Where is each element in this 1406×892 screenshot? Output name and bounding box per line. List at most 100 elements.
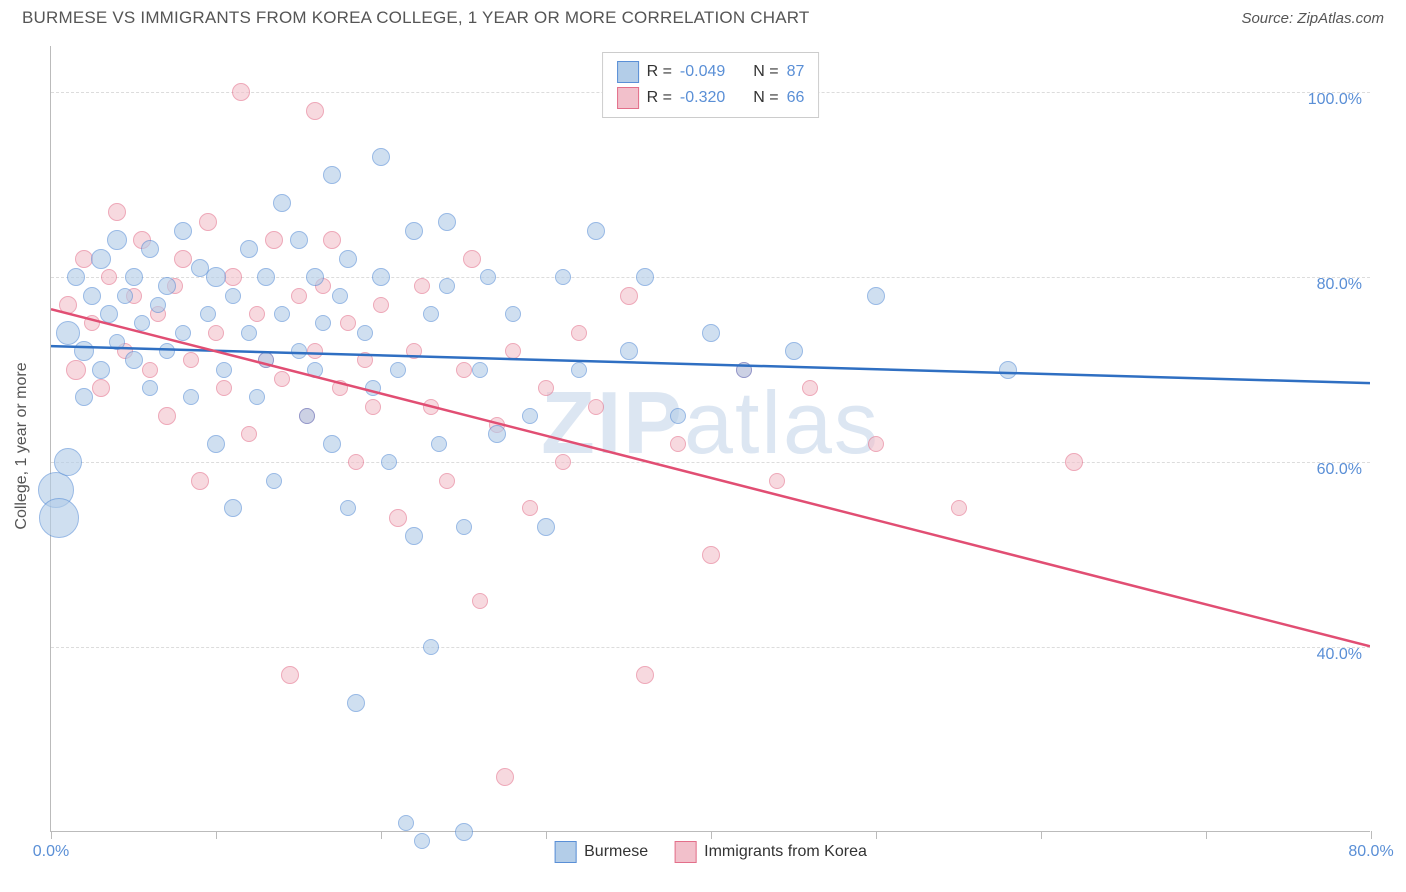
scatter-point [423,639,439,655]
legend-n-label: N = [753,63,778,81]
scatter-point [134,315,150,331]
x-tick [1371,831,1372,839]
scatter-point [347,694,365,712]
y-tick-label: 100.0% [1308,91,1362,109]
scatter-point [199,213,217,231]
scatter-point [299,408,315,424]
scatter-point [480,269,496,285]
trend-line [51,309,1370,646]
scatter-point [999,361,1017,379]
scatter-point [702,324,720,342]
scatter-point [241,325,257,341]
scatter-point [372,268,390,286]
scatter-point [332,380,348,396]
scatter-point [191,472,209,490]
scatter-point [496,768,514,786]
scatter-point [588,399,604,415]
scatter-point [439,278,455,294]
scatter-point [225,288,241,304]
scatter-point [92,361,110,379]
legend-swatch [674,841,696,863]
grid-line [51,462,1370,463]
scatter-point [265,231,283,249]
scatter-point [587,222,605,240]
scatter-point [323,435,341,453]
scatter-point [174,222,192,240]
x-tick [51,831,52,839]
scatter-point [75,388,93,406]
scatter-point [274,371,290,387]
scatter-point [348,454,364,470]
legend-row: R =-0.320N =66 [617,85,805,111]
scatter-point [174,250,192,268]
scatter-point [241,426,257,442]
scatter-point [306,268,324,286]
scatter-point [456,362,472,378]
scatter-point [142,380,158,396]
scatter-point [390,362,406,378]
scatter-point [423,306,439,322]
scatter-point [340,315,356,331]
scatter-point [339,250,357,268]
scatter-point [290,231,308,249]
chart-source: Source: ZipAtlas.com [1241,10,1384,27]
scatter-point [323,166,341,184]
scatter-point [74,341,94,361]
legend-r-value: -0.320 [680,89,725,107]
grid-line [51,647,1370,648]
scatter-point [381,454,397,470]
legend-swatch [617,87,639,109]
scatter-point [142,362,158,378]
x-tick [1206,831,1207,839]
legend-swatch [617,61,639,83]
legend-n-value: 66 [787,89,805,107]
scatter-point [636,268,654,286]
legend-n-value: 87 [787,63,805,81]
scatter-point [107,230,127,250]
scatter-point [315,315,331,331]
chart-title: BURMESE VS IMMIGRANTS FROM KOREA COLLEGE… [22,8,810,28]
scatter-point [39,498,79,538]
scatter-point [84,315,100,331]
x-tick-label: 80.0% [1348,843,1393,861]
scatter-point [158,277,176,295]
scatter-point [555,269,571,285]
scatter-point [183,352,199,368]
chart-header: BURMESE VS IMMIGRANTS FROM KOREA COLLEGE… [0,0,1406,34]
scatter-point [423,399,439,415]
scatter-point [257,268,275,286]
scatter-point [207,435,225,453]
scatter-point [274,306,290,322]
scatter-point [183,389,199,405]
x-tick [1041,831,1042,839]
legend-r-label: R = [647,89,672,107]
scatter-point [406,343,422,359]
scatter-point [620,287,638,305]
scatter-point [232,83,250,101]
legend-swatch [554,841,576,863]
scatter-point [372,148,390,166]
x-tick [546,831,547,839]
scatter-point [216,362,232,378]
scatter-point [258,352,274,368]
scatter-point [125,268,143,286]
scatter-point [537,518,555,536]
legend-label: Burmese [584,843,648,861]
scatter-point [323,231,341,249]
y-tick-label: 40.0% [1317,646,1362,664]
scatter-point [340,500,356,516]
scatter-point [571,325,587,341]
scatter-point [1065,453,1083,471]
legend-label: Immigrants from Korea [704,843,867,861]
scatter-point [206,267,226,287]
scatter-point [266,473,282,489]
scatter-point [769,473,785,489]
scatter-point [216,380,232,396]
scatter-point [414,833,430,849]
scatter-point [306,102,324,120]
scatter-point [405,222,423,240]
scatter-point [357,325,373,341]
scatter-point [357,352,373,368]
scatter-point [505,306,521,322]
scatter-point [538,380,554,396]
